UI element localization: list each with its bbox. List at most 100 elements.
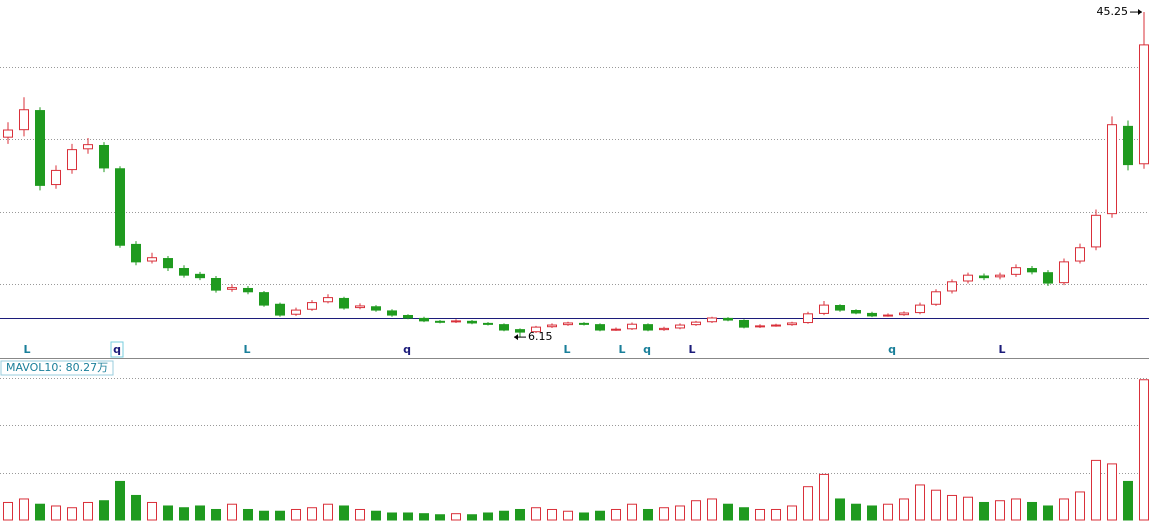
volume-bar [339, 505, 349, 521]
volume-bar [451, 513, 461, 521]
volume-bar [579, 512, 589, 521]
volume-bar [851, 503, 861, 521]
volume-bar [1043, 505, 1053, 521]
candle-body [1107, 124, 1117, 215]
marker-highlight [110, 341, 124, 358]
candle-body [707, 317, 717, 323]
volume-bar [435, 514, 445, 521]
candle-body [579, 322, 589, 325]
volume-bar [867, 505, 877, 521]
volume-bar [19, 498, 29, 521]
volume-bar [131, 494, 141, 521]
volume-bar [787, 505, 797, 521]
candle-body [147, 257, 157, 262]
volume-bar [995, 500, 1005, 521]
candle-body [339, 297, 349, 309]
candle-body [1139, 44, 1149, 165]
candle-body [1027, 268, 1037, 273]
volume-bar [1123, 480, 1133, 521]
candle-body [803, 313, 813, 324]
candle-body [467, 320, 477, 324]
volume-bar [371, 510, 381, 521]
volume-bar [1027, 501, 1037, 521]
volume-bar [547, 508, 557, 521]
marker: L [563, 343, 570, 356]
volume-bar [515, 508, 525, 521]
marker: L [243, 343, 250, 356]
candle-body [19, 109, 29, 131]
candle-body [851, 310, 861, 314]
candle-body [3, 129, 13, 138]
candle-body [243, 287, 253, 293]
candle-body [787, 322, 797, 326]
candle-body [387, 310, 397, 316]
volume-bar [931, 489, 941, 521]
volume-bar [403, 512, 413, 521]
volume-bar [51, 505, 61, 521]
candle-body [995, 274, 1005, 278]
min-arrowhead [514, 334, 518, 341]
volume-bar [499, 510, 509, 521]
candle-body [643, 324, 653, 331]
candle-body [835, 305, 845, 311]
candle-body [947, 281, 957, 292]
candle-body [83, 144, 93, 150]
volume-bar [835, 498, 845, 521]
candle-body [483, 322, 493, 325]
volume-bar [35, 503, 45, 521]
max-arrowhead [1138, 9, 1142, 16]
candle-body [1123, 125, 1133, 166]
candle-body [915, 304, 925, 314]
candle-body [723, 317, 733, 321]
volume-bar [627, 503, 637, 521]
candle-body [675, 324, 685, 329]
candle-body [211, 277, 221, 291]
volume-bar [115, 480, 125, 521]
volume-bar [323, 503, 333, 521]
candle-body [691, 321, 701, 326]
candle-body [451, 320, 461, 323]
volume-bar [771, 508, 781, 521]
volume-label: MAVOL10: 80.27万 [6, 361, 108, 374]
candle-body [51, 169, 61, 186]
candle-body [67, 149, 77, 171]
candle-body [659, 327, 669, 331]
volume-bar [899, 498, 909, 521]
candle-body [1043, 272, 1053, 284]
candle-body [563, 322, 573, 326]
candle-body [499, 324, 509, 331]
candle-body [739, 319, 749, 328]
min-label: 6.15 [528, 330, 553, 343]
candle-body [115, 168, 125, 246]
candle-body [1059, 261, 1069, 284]
max-label: 45.25 [1097, 5, 1129, 18]
volume-bar [563, 510, 573, 521]
candle-body [979, 275, 989, 279]
candle-body [883, 314, 893, 317]
candle-body [275, 303, 285, 316]
candle-body [131, 243, 141, 263]
marker: q [403, 343, 411, 356]
marker: L [998, 343, 1005, 356]
candle-body [819, 304, 829, 314]
volume-bar [595, 510, 605, 521]
volume-bar [1075, 491, 1085, 521]
candle-body [291, 309, 301, 315]
candle-body [547, 324, 557, 328]
volume-bar [419, 513, 429, 521]
volume-bar [1107, 463, 1117, 521]
candle-body [163, 258, 173, 269]
volume-bar [211, 508, 221, 521]
volume-bar [259, 510, 269, 521]
candle-body [515, 329, 525, 333]
volume-bar [83, 501, 93, 521]
volume-bar [147, 501, 157, 521]
candle-body [771, 324, 781, 327]
candle-body [355, 305, 365, 309]
candle-body [371, 306, 381, 311]
candle-body [627, 323, 637, 330]
volume-bar [355, 508, 365, 521]
volume-bar [99, 500, 109, 521]
candle-body [1075, 247, 1085, 262]
